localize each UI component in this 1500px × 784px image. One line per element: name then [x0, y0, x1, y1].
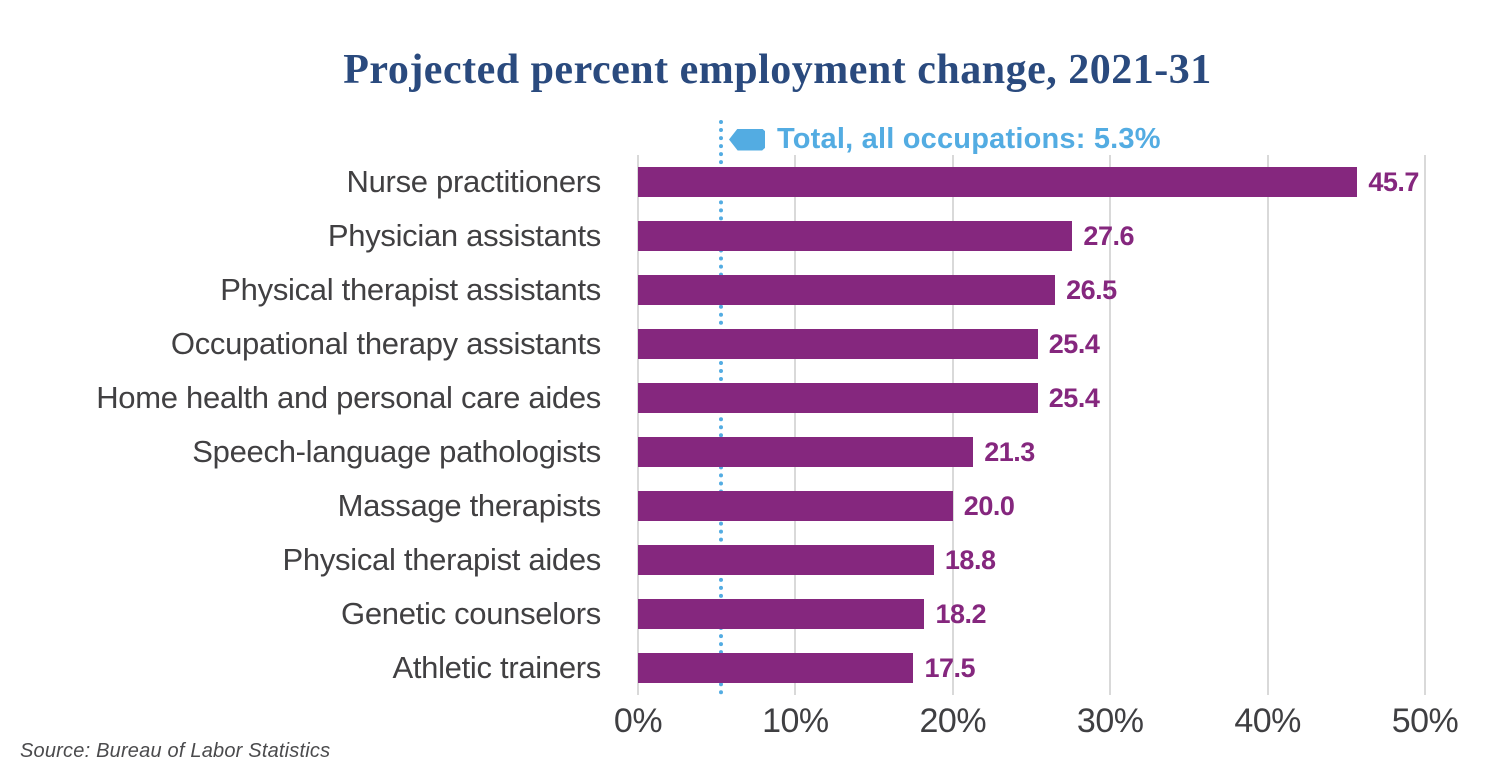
category-label: Physical therapist aides [282, 542, 602, 577]
gridline [1266, 155, 1269, 695]
bar-track: 18.8 [638, 533, 1425, 587]
reference-legend-label: Total, all occupations: 5.3% [777, 123, 1161, 155]
bar-track: 21.3 [638, 425, 1425, 479]
bar-value-label: 45.7 [1368, 166, 1419, 197]
category-label: Physician assistants [327, 218, 601, 253]
table-row: Nurse practitioners 45.7 [0, 155, 1425, 209]
category-label: Physical therapist assistants [220, 272, 601, 307]
bar-value-label: 17.5 [924, 652, 975, 683]
x-tick-label: 10% [762, 702, 829, 740]
bar-track: 20.0 [638, 479, 1425, 533]
bar-rows: Nurse practitioners 45.7 Physician assis… [0, 155, 1425, 695]
table-row: Massage therapists 20.0 [0, 479, 1425, 533]
table-row: Occupational therapy assistants 25.4 [0, 317, 1425, 371]
bar [638, 167, 1358, 197]
bar-track: 17.5 [638, 641, 1425, 695]
bar-value-label: 25.4 [1048, 328, 1100, 359]
bar [638, 329, 1038, 359]
bar [638, 221, 1073, 251]
table-row: Athletic trainers 17.5 [0, 641, 1425, 695]
bar-value-label: 18.2 [935, 598, 987, 629]
x-tick-label: 0% [613, 702, 663, 740]
bar-track: 45.7 [638, 155, 1425, 209]
bar-track: 25.4 [638, 317, 1425, 371]
table-row: Home health and personal care aides 25.4 [0, 371, 1425, 425]
x-tick-label: 30% [1076, 702, 1144, 740]
reference-swatch-icon [729, 128, 765, 151]
bar [638, 599, 925, 629]
bar-value-label: 25.4 [1048, 382, 1100, 413]
category-label: Genetic counselors [341, 596, 601, 631]
gridline [1109, 155, 1112, 695]
bar [638, 545, 934, 575]
bar [638, 437, 974, 467]
bar-track: 18.2 [638, 587, 1425, 641]
category-label: Athletic trainers [392, 650, 601, 685]
bar-value-label: 27.6 [1083, 220, 1134, 251]
chart-title: Projected percent employment change, 202… [343, 47, 1212, 93]
category-label: Massage therapists [337, 488, 602, 523]
x-tick-label: 50% [1391, 702, 1459, 740]
bar-track: 26.5 [638, 263, 1425, 317]
bar [638, 653, 914, 683]
x-tick-label: 40% [1234, 702, 1301, 740]
bar-track: 27.6 [638, 209, 1425, 263]
table-row: Physician assistants 27.6 [0, 209, 1425, 263]
x-axis: 0% 10% 20% 30% 40% 50% [614, 702, 1459, 742]
bar [638, 383, 1038, 413]
table-row: Genetic counselors 18.2 [0, 587, 1425, 641]
bar [638, 491, 953, 521]
bar-value-label: 26.5 [1066, 274, 1117, 305]
bar-value-label: 18.8 [944, 544, 996, 575]
category-label: Home health and personal care aides [96, 380, 601, 415]
gridline [637, 155, 639, 695]
table-row: Speech-language pathologists 21.3 [0, 425, 1425, 479]
table-row: Physical therapist assistants 26.5 [0, 263, 1425, 317]
source-note: Source: Bureau of Labor Statistics [20, 740, 331, 762]
table-row: Physical therapist aides 18.8 [0, 533, 1425, 587]
category-label: Occupational therapy assistants [170, 326, 601, 361]
bar-value-label: 21.3 [984, 436, 1035, 467]
gridline [794, 155, 797, 695]
bar-value-label: 20.0 [963, 490, 1015, 521]
bar [638, 275, 1056, 305]
category-label: Speech-language pathologists [192, 434, 601, 469]
gridline [1424, 155, 1426, 695]
category-label: Nurse practitioners [346, 164, 602, 199]
gridline [951, 155, 954, 695]
gridlines [637, 155, 1426, 695]
bar-track: 25.4 [638, 371, 1425, 425]
x-tick-label: 20% [919, 702, 987, 740]
reference-legend: Total, all occupations: 5.3% [729, 123, 1161, 156]
